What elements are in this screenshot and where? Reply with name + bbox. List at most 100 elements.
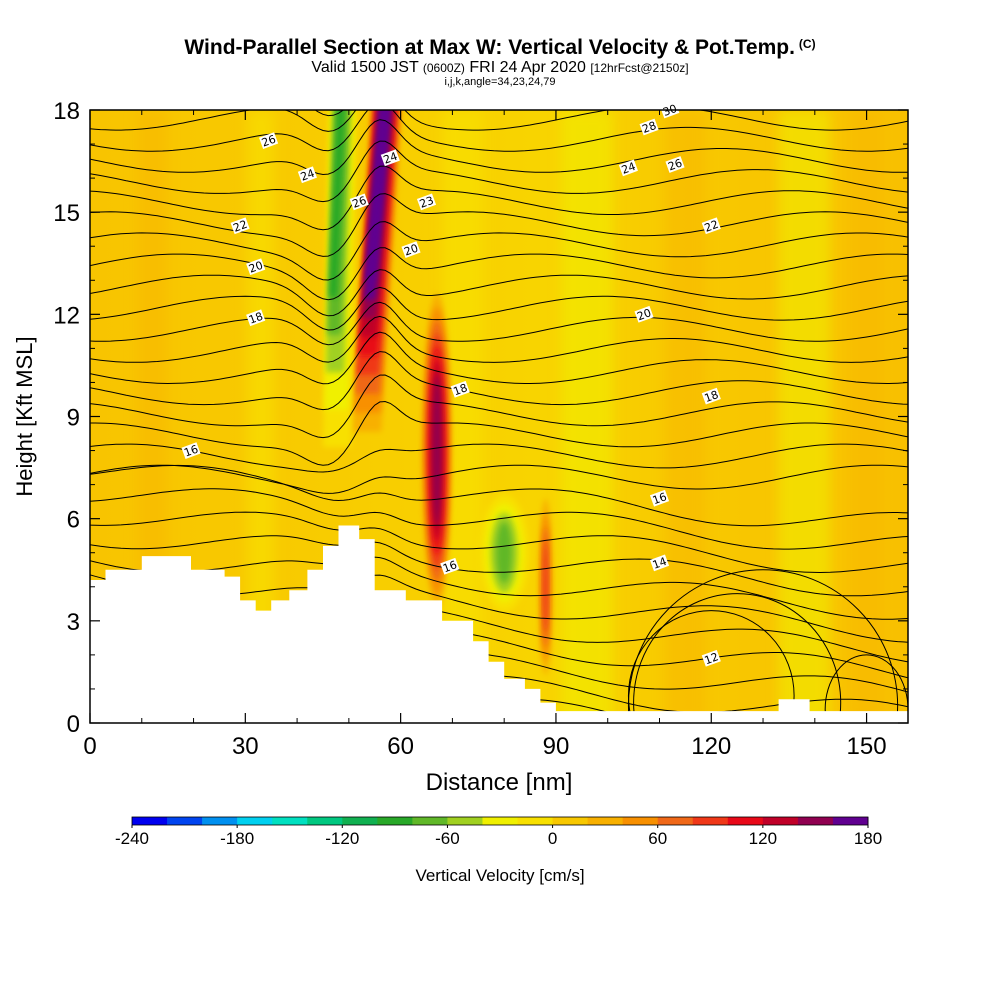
colorbar-label: Vertical Velocity [cm/s]: [415, 866, 584, 885]
theta-label-text: 23: [418, 194, 436, 211]
theta-contour-line: [90, 286, 908, 331]
colorbar-frame: [131, 816, 869, 826]
colorbar-swatch: [412, 817, 448, 825]
w-band: [328, 110, 346, 298]
colorbar: -240 -180 -120 -60 0 60 120 180 Vertical Velocit…: [115, 816, 882, 885]
theta-contour-line: [90, 110, 908, 152]
colorbar-swatch: [517, 817, 554, 825]
theta-label-box: [416, 193, 437, 211]
theta-label: 20: [634, 305, 654, 323]
theta-label-box: [701, 217, 721, 235]
valid-utc: (0600Z): [422, 61, 465, 75]
colorbar-tick-label: 0: [548, 829, 557, 848]
theta-label: 16: [440, 557, 460, 575]
theta-contour-line: [90, 221, 908, 281]
theta-contour-line: [90, 140, 908, 203]
theta-contour-line: [627, 569, 899, 723]
theta-label: 26: [259, 132, 279, 150]
theta-label-text: 16: [182, 443, 200, 460]
theta-contour-line: [90, 119, 908, 176]
valid-date: FRI 24 Apr 2020: [469, 59, 586, 76]
theta-label-text: 20: [635, 306, 653, 323]
chart-title-text: Wind-Parallel Section at Max W: Vertical…: [184, 36, 795, 59]
theta-label: 24: [380, 149, 400, 167]
colorbar-tick-label: -120: [325, 829, 359, 848]
x-tick-label: 120: [691, 733, 731, 760]
theta-label-box: [246, 258, 266, 276]
colorbar-tick-label: 60: [648, 829, 667, 848]
colorbar-swatch: [342, 817, 378, 825]
theta-label-text: 28: [640, 119, 658, 136]
theta-label-box: [349, 193, 369, 211]
theta-label-box: [634, 305, 654, 323]
valid-time: Valid 1500 JST (0600Z) FRI 24 Apr 2020 […: [0, 59, 1000, 77]
colorbar-swatch: [447, 817, 483, 825]
forecast-info: [12hrFcst@2150z]: [590, 61, 689, 75]
theta-contour-line: [90, 464, 908, 527]
theta-contour-line: [90, 110, 908, 132]
x-tick-label: 90: [543, 733, 570, 760]
colorbar-swatch: [552, 817, 589, 825]
theta-label: 16: [181, 442, 201, 460]
theta-label-text: 22: [231, 218, 249, 235]
valid-prefix: Valid 1500 JST: [311, 59, 419, 76]
theta-contour-line: [90, 331, 908, 385]
colorbar-swatch: [237, 817, 273, 825]
y-tick-label: 0: [67, 711, 80, 738]
chart-title: Wind-Parallel Section at Max W: Vertical…: [0, 36, 1000, 60]
colorbar-swatch: [587, 817, 624, 825]
theta-label: 18: [450, 380, 470, 398]
colorbar-tick-label: 180: [854, 829, 882, 848]
theta-label: 23: [416, 193, 437, 211]
theta-label-text: 18: [247, 310, 265, 327]
theta-label: 24: [618, 159, 638, 177]
theta-label-box: [701, 649, 721, 667]
y-tick-label: 12: [53, 302, 80, 329]
w-band: [432, 373, 442, 528]
colorbar-swatch: [132, 817, 168, 825]
updraft-core: [422, 293, 452, 608]
theta-contour-line: [90, 511, 908, 574]
theta-contour-line: [633, 593, 842, 723]
colorbar-swatch: [482, 817, 519, 825]
updraft-core: [538, 498, 553, 675]
colorbar-swatch: [797, 817, 834, 825]
theta-contour-line: [90, 269, 908, 317]
weak-motion-band: [561, 110, 613, 723]
colorbar-tick-label: 120: [749, 829, 777, 848]
theta-label: 22: [230, 217, 250, 235]
theta-contour-line: [90, 301, 908, 346]
theta-label-box: [649, 489, 670, 507]
y-tick-label: 18: [53, 98, 80, 125]
x-axis-label: Distance [nm]: [426, 769, 573, 796]
grid-indices: i,j,k,angle=34,23,24,79: [444, 76, 556, 88]
colorbar-swatch: [657, 817, 694, 825]
theta-label-box: [665, 156, 685, 173]
theta-label-box: [440, 557, 460, 575]
colorbar-tick-label: -60: [435, 829, 460, 848]
downdraft-core: [478, 493, 530, 612]
theta-label-box: [618, 159, 638, 177]
theta-label-box: [259, 132, 279, 149]
theta-label-box: [401, 241, 421, 258]
colorbar-swatch: [202, 817, 238, 825]
theta-label-box: [181, 442, 201, 459]
theta-label-text: 24: [620, 160, 638, 177]
theta-label-box: [639, 118, 659, 136]
theta-contour-line: [90, 443, 908, 473]
colorbar-swatch: [622, 817, 659, 825]
theta-label: 22: [701, 217, 721, 235]
w-band: [496, 522, 512, 584]
theta-label-text: 26: [260, 133, 278, 150]
axes: 0 30 60 90 120 150 0 3 6 9 12 15 18 Distance [nm] Heig…: [12, 98, 909, 796]
y-tick-label: 15: [53, 200, 80, 227]
theta-label-text: 16: [651, 490, 669, 507]
colorbar-swatch: [762, 817, 799, 825]
theta-label-text: 20: [402, 242, 420, 259]
theta-contour-line: [90, 535, 908, 597]
theta-label-box: [246, 309, 266, 327]
theta-label: 24: [297, 166, 317, 184]
theta-label-text: 26: [351, 194, 369, 211]
